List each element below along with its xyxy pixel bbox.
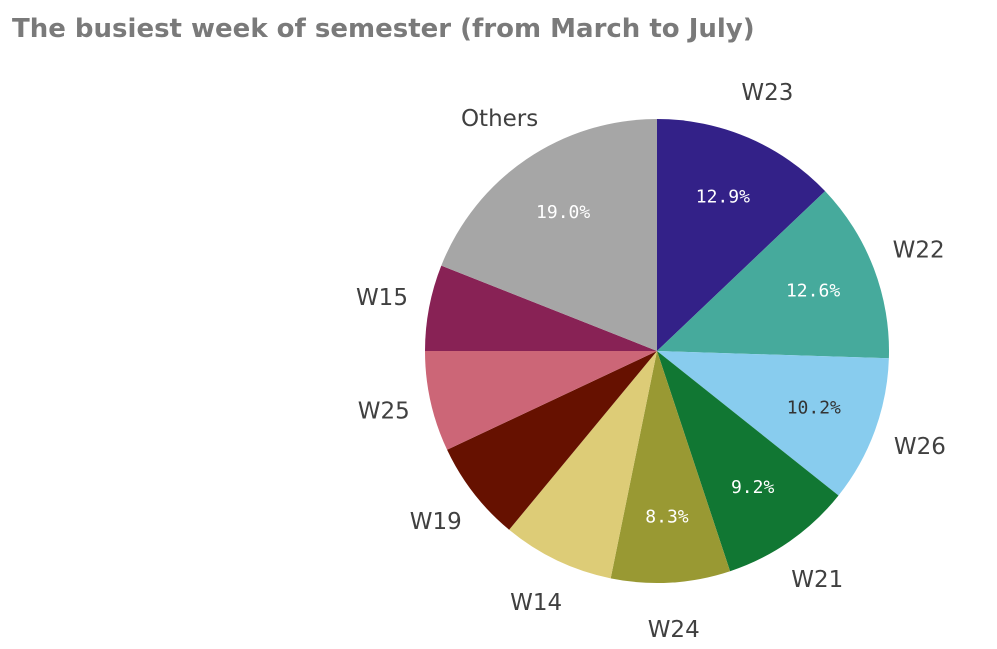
- pie-slice-w19[interactable]: [447, 351, 657, 530]
- slice-label-w24: W24: [648, 617, 700, 643]
- chart-title: The busiest week of semester (from March…: [12, 14, 755, 44]
- pie-slice-w14[interactable]: [509, 351, 657, 579]
- pie-slice-w22[interactable]: [657, 191, 889, 359]
- pie-slice-w21[interactable]: [657, 351, 839, 572]
- pie-slice-w26[interactable]: [657, 351, 889, 496]
- slice-label-w14: W14: [510, 590, 562, 616]
- value-label-w26: 10.2%: [787, 398, 841, 419]
- slice-label-others: Others: [461, 106, 538, 132]
- slice-label-w19: W19: [410, 509, 462, 535]
- value-label-others: 19.0%: [536, 202, 590, 223]
- value-label-w23: 12.9%: [696, 186, 750, 207]
- value-label-w22: 12.6%: [786, 280, 840, 301]
- slice-label-w22: W22: [893, 238, 945, 264]
- value-label-w21: 9.2%: [731, 477, 775, 498]
- value-label-w24: 8.3%: [645, 507, 689, 528]
- slice-label-w26: W26: [894, 434, 946, 460]
- pie-slice-w23[interactable]: [657, 119, 826, 351]
- pie-slice-w24[interactable]: [610, 351, 731, 583]
- slice-label-w15: W15: [356, 285, 408, 311]
- pie-slice-w15[interactable]: [425, 265, 657, 351]
- slice-label-w23: W23: [741, 80, 793, 106]
- pie-slice-others[interactable]: [441, 119, 657, 351]
- slice-label-w25: W25: [358, 399, 410, 425]
- pie-slice-w25[interactable]: [425, 351, 657, 450]
- slice-label-w21: W21: [791, 567, 843, 593]
